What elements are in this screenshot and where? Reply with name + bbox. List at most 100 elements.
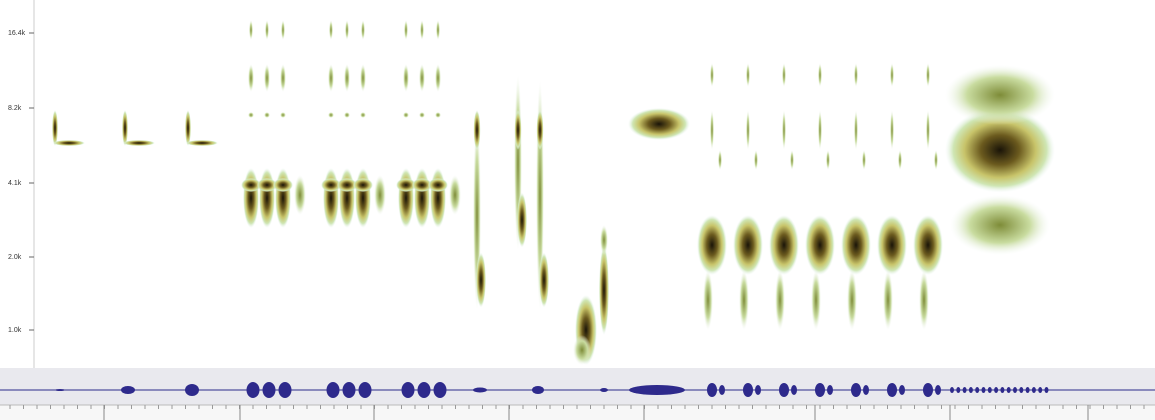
sound-energy [818, 110, 822, 150]
waveform-burst [1038, 387, 1043, 393]
sound-energy [710, 63, 714, 87]
sound-energy [926, 110, 930, 150]
sound-energy [52, 110, 58, 146]
waveform-burst [55, 389, 65, 391]
sound-energy [353, 178, 373, 192]
waveform-burst [246, 382, 260, 398]
sound-energy [337, 178, 357, 192]
sound-energy [122, 110, 128, 146]
sound-energy [374, 175, 386, 215]
sound-energy [945, 107, 1055, 193]
sound-energy [805, 215, 835, 275]
sound-energy [718, 150, 722, 170]
waveform-burst [1006, 387, 1011, 393]
waveform-burst [1019, 387, 1024, 393]
sound-energy [339, 168, 355, 228]
sound-energy [280, 112, 286, 118]
waveform-burst [600, 388, 608, 392]
sound-energy [514, 110, 522, 150]
sound-energy [890, 63, 894, 87]
sound-energy [703, 270, 713, 330]
sound-energy [123, 140, 155, 146]
sound-energy [328, 112, 334, 118]
sound-energy [890, 110, 894, 150]
sound-energy [628, 108, 690, 140]
sound-energy [249, 20, 253, 40]
sound-energy [790, 150, 794, 170]
sound-energy [329, 20, 333, 40]
sound-energy [323, 168, 339, 228]
sound-energy [697, 215, 727, 275]
sound-energy [412, 178, 432, 192]
sound-energy [854, 63, 858, 87]
waveform-burst [887, 383, 897, 397]
frequency-axis: 16.4k 8.2k 4.1k 2.0k 1.0k [8, 30, 34, 334]
sound-energy [345, 20, 349, 40]
waveform-burst [994, 387, 999, 393]
sound-energy [782, 110, 786, 150]
waveform-burst [1031, 387, 1036, 393]
sound-energy [360, 112, 366, 118]
sound-energy [430, 168, 446, 228]
sound-energy [355, 168, 371, 228]
waveform-background [0, 368, 1155, 405]
waveform-burst [899, 385, 905, 395]
sound-energy [257, 178, 277, 192]
waveform-burst [121, 386, 135, 394]
sound-energy [414, 168, 430, 228]
sound-energy [344, 64, 350, 92]
waveform-burst [950, 387, 954, 393]
sound-energy [811, 270, 821, 330]
waveform-burst [815, 383, 825, 397]
waveform-burst [975, 387, 980, 393]
sound-energy [248, 64, 254, 92]
sound-energy [328, 64, 334, 92]
waveform-burst [923, 383, 933, 397]
sound-energy [419, 64, 425, 92]
sound-energy [739, 270, 749, 330]
sound-energy [275, 168, 291, 228]
sound-energy [769, 215, 799, 275]
sound-energy [280, 64, 286, 92]
sound-energy [862, 150, 866, 170]
spectrogram [52, 20, 1055, 365]
ruler-ticks [9, 405, 1145, 420]
sound-energy [185, 110, 191, 146]
sound-energy [264, 64, 270, 92]
sound-energy [746, 110, 750, 150]
waveform-burst [863, 385, 869, 395]
sound-energy [950, 195, 1050, 255]
waveform-burst [185, 384, 199, 396]
sound-energy [600, 225, 608, 255]
sound-energy [248, 112, 254, 118]
sound-energy [435, 112, 441, 118]
sound-energy [436, 20, 440, 40]
sound-energy [539, 252, 549, 308]
waveform-burst [755, 385, 761, 395]
sound-energy [913, 215, 943, 275]
sound-energy [877, 215, 907, 275]
sound-energy [186, 140, 218, 146]
sound-energy [919, 270, 929, 330]
frequency-label: 1.0k [8, 327, 22, 334]
waveform-burst [342, 382, 356, 398]
sound-energy [294, 175, 306, 215]
sound-energy [782, 63, 786, 87]
waveform-burst [1000, 387, 1005, 393]
sound-energy [826, 150, 830, 170]
waveform-burst [707, 383, 717, 397]
sound-energy [281, 20, 285, 40]
waveform-burst [278, 382, 292, 398]
waveform-burst [968, 387, 973, 393]
sound-energy [396, 178, 416, 192]
sound-energy [243, 168, 259, 228]
waveform-burst [791, 385, 797, 395]
sound-energy [854, 110, 858, 150]
waveform-burst [851, 383, 861, 397]
waveform-burst [1025, 387, 1030, 393]
waveform-burst [981, 387, 986, 393]
sound-energy [403, 112, 409, 118]
waveform-burst [779, 383, 789, 397]
